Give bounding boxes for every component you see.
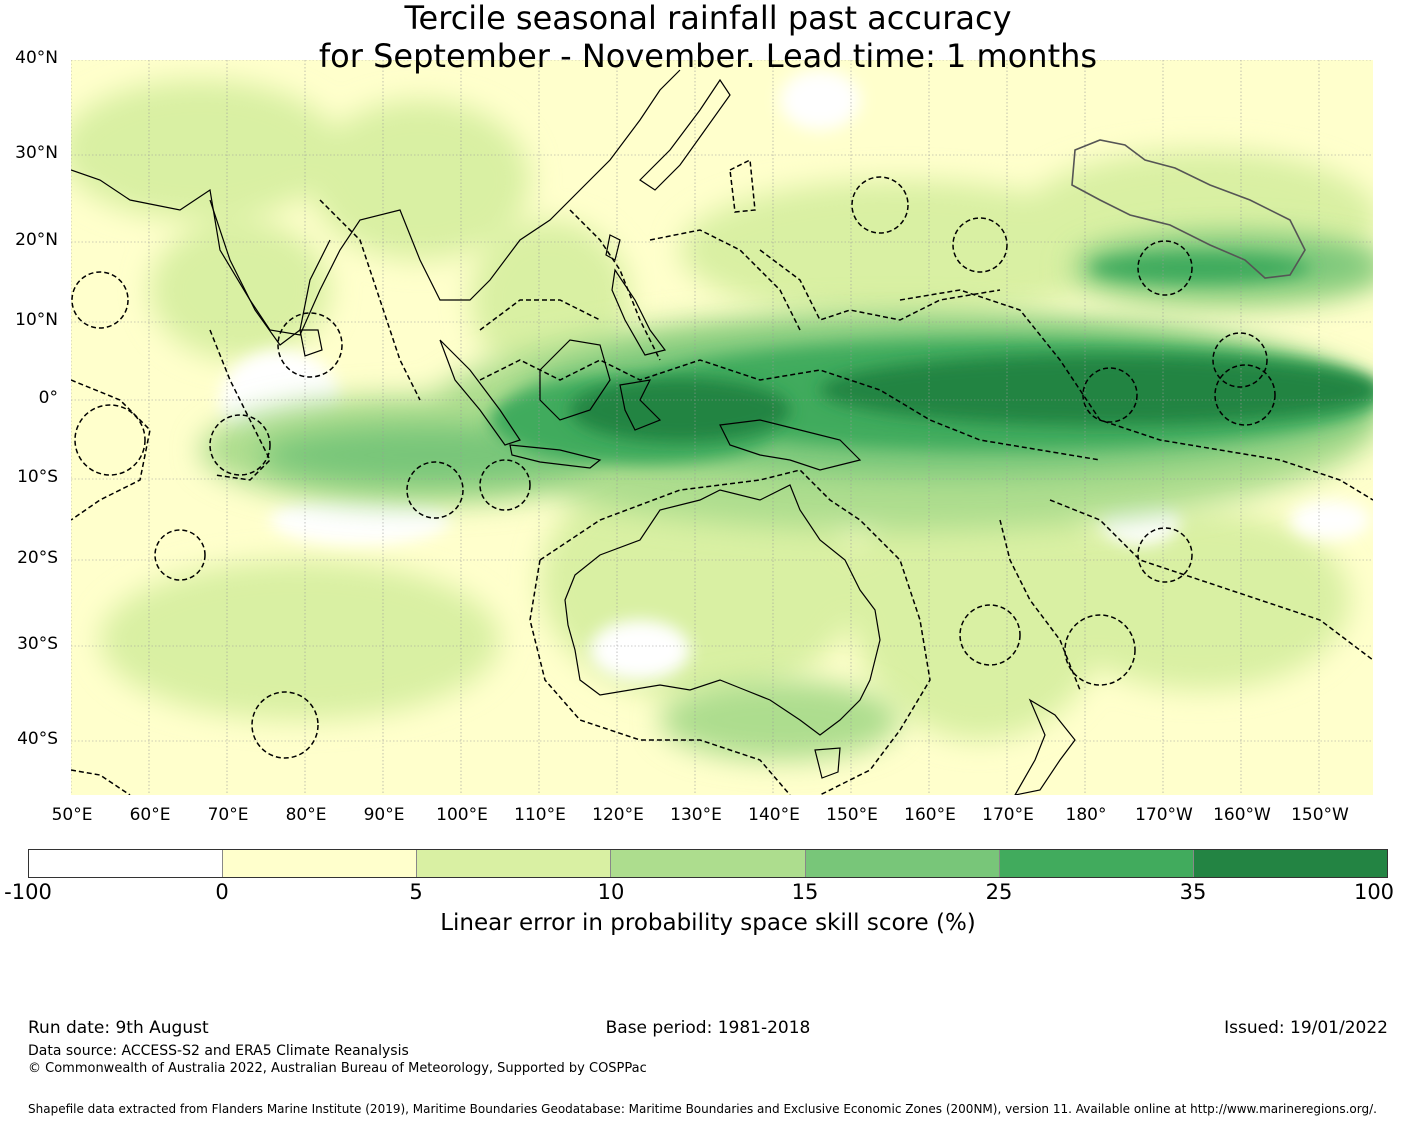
colorbar-tick: 0 [215, 880, 229, 904]
run-date: Run date: 9th August [28, 1018, 209, 1038]
lon-label: 60°E [129, 805, 171, 825]
shapefile-credit: Shapefile data extracted from Flanders M… [28, 1102, 1377, 1116]
colorbar-segment [805, 850, 1000, 877]
lon-label: 110°E [514, 805, 566, 825]
lon-label: 140°E [748, 805, 800, 825]
colorbar-tick: 10 [597, 880, 625, 904]
colorbar [28, 849, 1388, 878]
lat-label: 10°N [15, 310, 58, 330]
lon-label: 130°E [670, 805, 722, 825]
new-guinea-coastline [719, 419, 862, 471]
hawaii-boundary [1071, 139, 1306, 279]
lat-label: 20°S [17, 548, 58, 568]
colorbar-tick: 100 [1353, 880, 1395, 904]
colorbar-segment [29, 850, 224, 877]
colorbar-segment [1193, 850, 1387, 877]
lon-label: 120°E [592, 805, 644, 825]
data-source: Data source: ACCESS-S2 and ERA5 Climate … [28, 1043, 409, 1059]
new-zealand-coastline [1014, 698, 1076, 795]
lon-label: 160°E [904, 805, 956, 825]
sri-lanka-coastline [299, 329, 323, 357]
lon-label: 70°E [207, 805, 249, 825]
lat-label: 40°N [15, 48, 58, 68]
lon-label: 90°E [363, 805, 405, 825]
colorbar-segment [999, 850, 1194, 877]
lon-label: 80°E [285, 805, 327, 825]
asia-coastline [71, 69, 681, 336]
australia-coastline [564, 484, 881, 736]
skill-field-very-strong [570, 355, 1373, 442]
lat-label: 0° [38, 388, 58, 408]
lat-label: 10°S [17, 467, 58, 487]
tasmania-coastline [814, 747, 841, 779]
colorbar-tick: 35 [1179, 880, 1207, 904]
colorbar-segment [611, 850, 806, 877]
lat-label: 30°S [17, 634, 58, 654]
colorbar-tick: -100 [4, 880, 52, 904]
india-coastline [209, 199, 331, 346]
lon-label: 150°E [826, 805, 878, 825]
lat-label: 30°N [15, 143, 58, 163]
map-title-line2: for September - November. Lead time: 1 m… [318, 37, 1098, 75]
issued-date: Issued: 19/01/2022 [1224, 1018, 1388, 1038]
lon-label: 180° [1065, 805, 1107, 825]
colorbar-tick: 25 [985, 880, 1013, 904]
map-title-line1: Tercile seasonal rainfall past accuracy [404, 0, 1012, 37]
lon-label: 50°E [51, 805, 93, 825]
copyright-notice: © Commonwealth of Australia 2022, Austra… [28, 1061, 647, 1076]
sulawesi-coastline [619, 379, 662, 431]
colorbar-tick: 5 [409, 880, 423, 904]
coastlines [71, 69, 1076, 795]
taiwan-coastline [605, 234, 621, 261]
lon-label: 170°E [982, 805, 1034, 825]
base-period: Base period: 1981-2018 [605, 1018, 811, 1038]
borneo-coastline [539, 339, 611, 421]
lon-label: 170°W [1135, 805, 1193, 825]
lat-label: 40°S [17, 729, 58, 749]
sumatra-coastline [439, 339, 521, 446]
java-coastline [509, 444, 602, 469]
lon-label: 150°W [1291, 805, 1349, 825]
eez-boundaries [71, 158, 1373, 795]
colorbar-label: Linear error in probability space skill … [440, 910, 976, 936]
colorbar-segment [417, 850, 612, 877]
skill-score-map [71, 60, 1373, 795]
lat-label: 20°N [15, 230, 58, 250]
japan-coastline [639, 78, 731, 191]
lon-label: 100°E [436, 805, 488, 825]
graticule [71, 60, 1373, 795]
philippines-coastline [611, 268, 667, 356]
lon-label: 160°W [1213, 805, 1271, 825]
colorbar-tick: 15 [791, 880, 819, 904]
colorbar-segment [223, 850, 418, 877]
